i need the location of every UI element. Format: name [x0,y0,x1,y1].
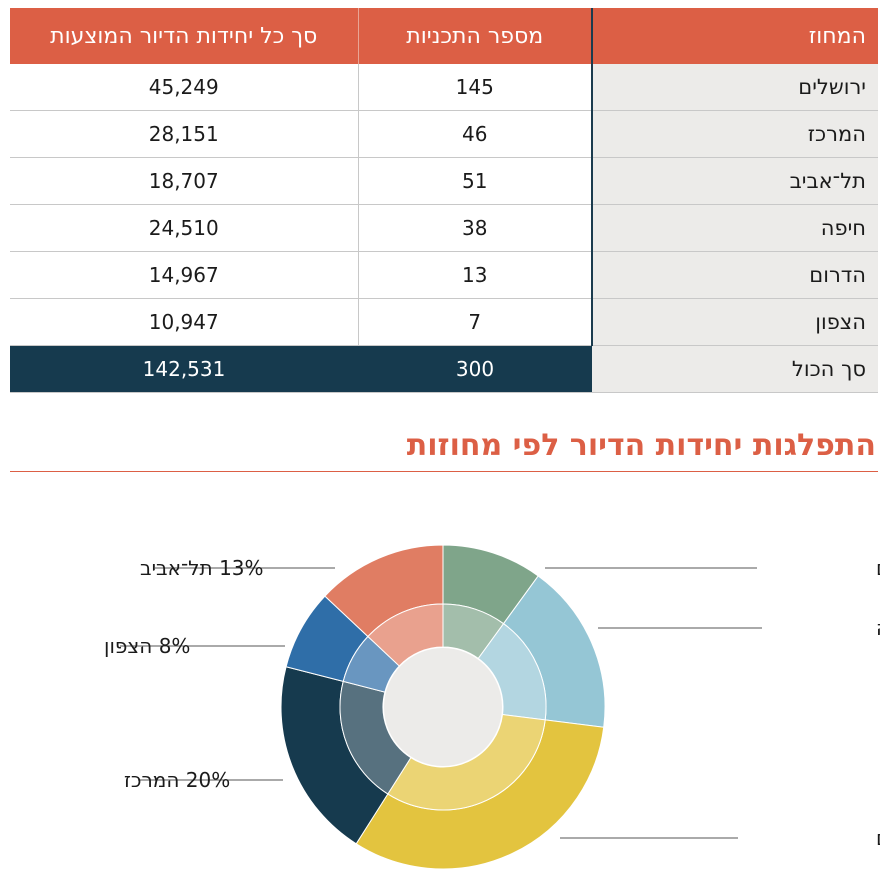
table-row: תל־אביב 51 18,707 [10,157,878,205]
cell-region: תל־אביב [591,157,878,205]
slice-label: 20% המרכז [124,768,230,792]
table-row: חיפה 38 24,510 [10,204,878,252]
total-region: סך הכול [592,345,878,393]
table-row: הצפון 7 10,947 [10,298,878,346]
total-units: 142,531 [10,345,358,393]
donut-slice-inner [367,603,444,667]
cell-plans: 38 [357,204,592,252]
cell-region: המרכז [591,110,878,158]
cell-plans: 46 [357,110,592,158]
header-plans: מספר התכניות [357,8,592,64]
table-row: המרכז 46 28,151 [10,110,878,158]
slice-label: 8% הצפון [104,634,190,658]
cell-units: 14,967 [10,251,358,299]
cell-units: 18,707 [10,157,358,205]
cell-plans: 51 [357,157,592,205]
cell-region: ירושלים [591,64,878,111]
cell-units: 28,151 [10,110,358,158]
cell-units: 45,249 [10,64,358,111]
cell-region: הצפון [591,298,878,346]
slice-label: 13% תל־אביב [140,556,264,580]
table-row: ירושלים 145 45,249 [10,64,878,111]
cell-plans: 7 [357,298,592,346]
donut-hole [384,648,502,766]
title-divider [10,471,878,472]
header-region: המחוז [591,8,878,64]
slice-label: 10% הדרום [876,556,880,580]
donut-chart: 10% הדרום 17% חיפה 32% ירושלים 20% המרכז 8% … [104,544,880,870]
cell-region: הדרום [591,251,878,299]
cell-plans: 13 [357,251,592,299]
cell-region: חיפה [591,204,878,252]
cell-plans: 145 [357,64,592,111]
slice-label: 32% ירושלים [876,826,880,850]
table-header-row: המחוז מספר התכניות סך כל יחידות הדיור המ… [10,8,878,64]
donut-slice-inner [387,713,546,811]
cell-units: 24,510 [10,204,358,252]
total-plans: 300 [358,345,592,393]
cell-units: 10,947 [10,298,358,346]
chart-title: התפלגות יחידות הדיור לפי מחוזות [406,428,876,463]
housing-table: המחוז מספר התכניות סך כל יחידות הדיור המ… [10,8,878,393]
table-total-row: סך הכול 300 142,531 [10,345,878,393]
table-row: הדרום 13 14,967 [10,251,878,299]
slice-label: 17% חיפה [876,616,880,640]
header-units: סך כל יחידות הדיור המוצעות [10,8,358,64]
